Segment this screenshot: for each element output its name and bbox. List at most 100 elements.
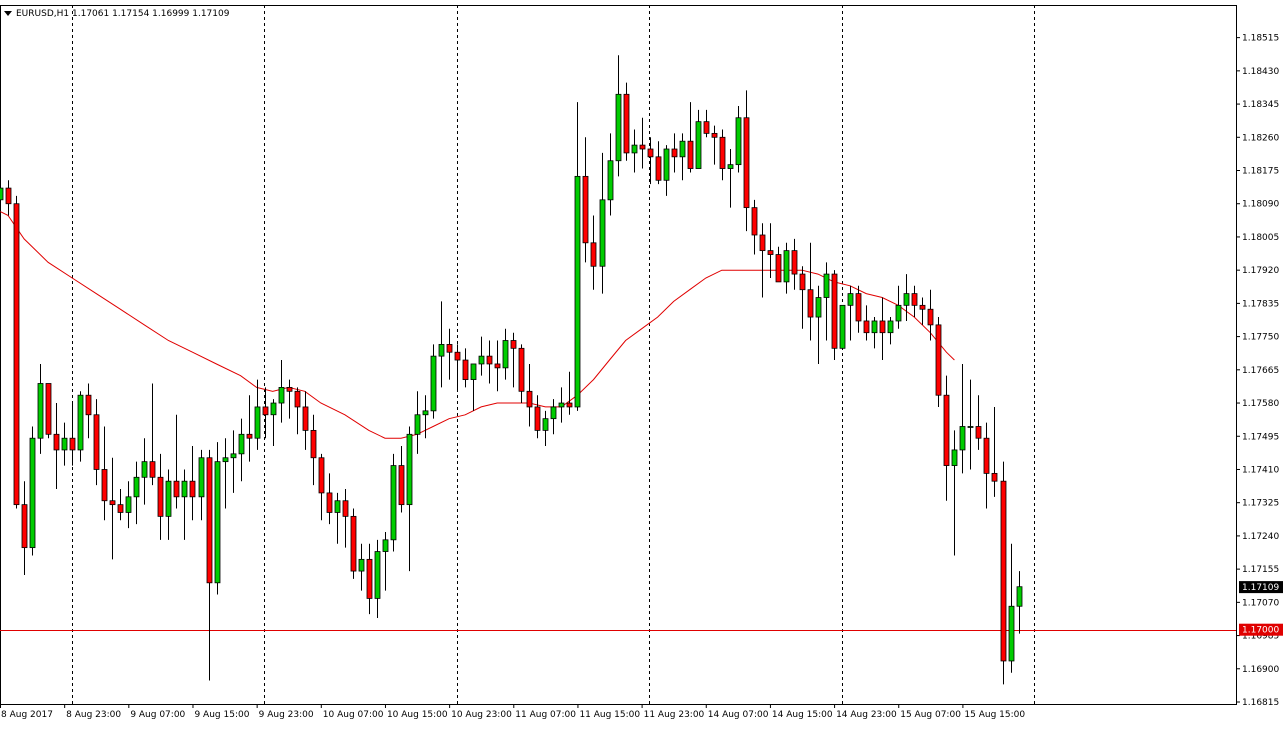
candle-113 [903, 274, 910, 321]
candle-body [639, 144, 646, 150]
candle-101 [807, 242, 814, 341]
candle-body [879, 320, 886, 334]
candle-body [318, 457, 325, 494]
price-tick-label-19: 1.16900 [1242, 665, 1279, 675]
candle-0 [0, 176, 4, 212]
candle-54 [430, 344, 437, 419]
candle-body [270, 402, 277, 416]
candle-body [494, 363, 501, 369]
candle-21 [165, 469, 172, 540]
candle-116 [927, 289, 934, 341]
candle-12 [93, 399, 100, 486]
time-label-7: 10 Aug 23:00 [451, 710, 512, 720]
candle-body [590, 242, 597, 267]
candle-body [37, 383, 44, 439]
candle-103 [823, 262, 830, 341]
candle-body [775, 254, 782, 283]
candle-body [518, 347, 525, 392]
candle-body [823, 273, 830, 298]
candle-body [77, 394, 84, 451]
candle-body [430, 355, 437, 412]
price-tick-label-9: 1.17750 [1242, 333, 1279, 343]
candle-body [478, 355, 485, 365]
candle-body [21, 504, 28, 549]
price-tick-label-7: 1.17920 [1242, 266, 1279, 276]
candle-66 [526, 363, 533, 427]
candle-73 [582, 137, 589, 263]
candle-25 [198, 449, 205, 521]
candle-31 [246, 395, 253, 462]
candle-body [198, 457, 205, 498]
candle-11 [85, 383, 92, 439]
candle-38 [302, 391, 309, 450]
candle-46 [366, 543, 373, 615]
candle-body [149, 461, 156, 478]
candle-6 [45, 383, 52, 439]
candle-body [831, 273, 838, 349]
candle-51 [406, 426, 413, 572]
candle-13 [101, 426, 108, 521]
candle-120 [959, 363, 966, 474]
candle-body [69, 437, 76, 451]
price-tick-label-1: 1.18430 [1242, 67, 1279, 77]
candle-body [510, 340, 517, 349]
candle-body [45, 383, 52, 435]
candle-body [502, 340, 509, 369]
candle-119 [951, 430, 958, 556]
candle-123 [983, 422, 990, 509]
candle-body [1008, 605, 1015, 662]
candle-63 [502, 328, 509, 380]
candle-body [189, 480, 196, 498]
candle-body [446, 344, 453, 353]
time-label-11: 14 Aug 07:00 [708, 710, 769, 720]
candle-body [703, 121, 710, 134]
time-label-15: 15 Aug 15:00 [964, 710, 1025, 720]
candle-body [342, 500, 349, 517]
candle-107 [855, 285, 862, 333]
candle-body [125, 496, 132, 513]
candle-124 [991, 406, 998, 497]
candle-88 [703, 109, 710, 138]
candle-body [222, 457, 229, 463]
candle-48 [382, 532, 389, 591]
candle-body [61, 437, 68, 451]
triangle-down-icon [4, 11, 12, 16]
ohlc-values: 1.17061 1.17154 1.16999 1.17109 [72, 9, 230, 19]
candle-10 [77, 391, 84, 462]
candle-58 [462, 348, 469, 388]
candle-body [390, 465, 397, 541]
time-label-12: 14 Aug 15:00 [772, 710, 833, 720]
candle-body [815, 297, 822, 318]
candle-body [165, 480, 172, 517]
candle-body [903, 293, 910, 306]
candle-37 [294, 387, 301, 435]
candle-body [109, 500, 116, 506]
candle-body [615, 93, 622, 162]
candle-body [366, 558, 373, 599]
candle-body [206, 457, 213, 584]
candle-body [663, 148, 670, 181]
candle-body [655, 156, 662, 181]
candle-body [623, 93, 630, 154]
candle-body [727, 164, 734, 169]
candle-body [631, 144, 638, 154]
candle-body [566, 402, 573, 408]
candle-body [887, 320, 894, 334]
candle-109 [871, 317, 878, 349]
time-label-0: 8 Aug 2017 [1, 710, 53, 720]
candle-57 [454, 344, 461, 392]
candle-32 [254, 379, 261, 450]
candle-16 [125, 481, 132, 529]
candle-body [751, 207, 758, 236]
candle-20 [157, 453, 164, 540]
candle-23 [181, 469, 188, 540]
candle-7 [53, 403, 60, 490]
price-tick-label-5: 1.18090 [1242, 200, 1279, 210]
candle-body [807, 289, 814, 318]
candle-56 [446, 328, 453, 380]
candle-body [326, 492, 333, 513]
candle-body [526, 390, 533, 408]
candle-body [967, 426, 974, 428]
candle-108 [863, 305, 870, 341]
candle-body [558, 402, 565, 408]
